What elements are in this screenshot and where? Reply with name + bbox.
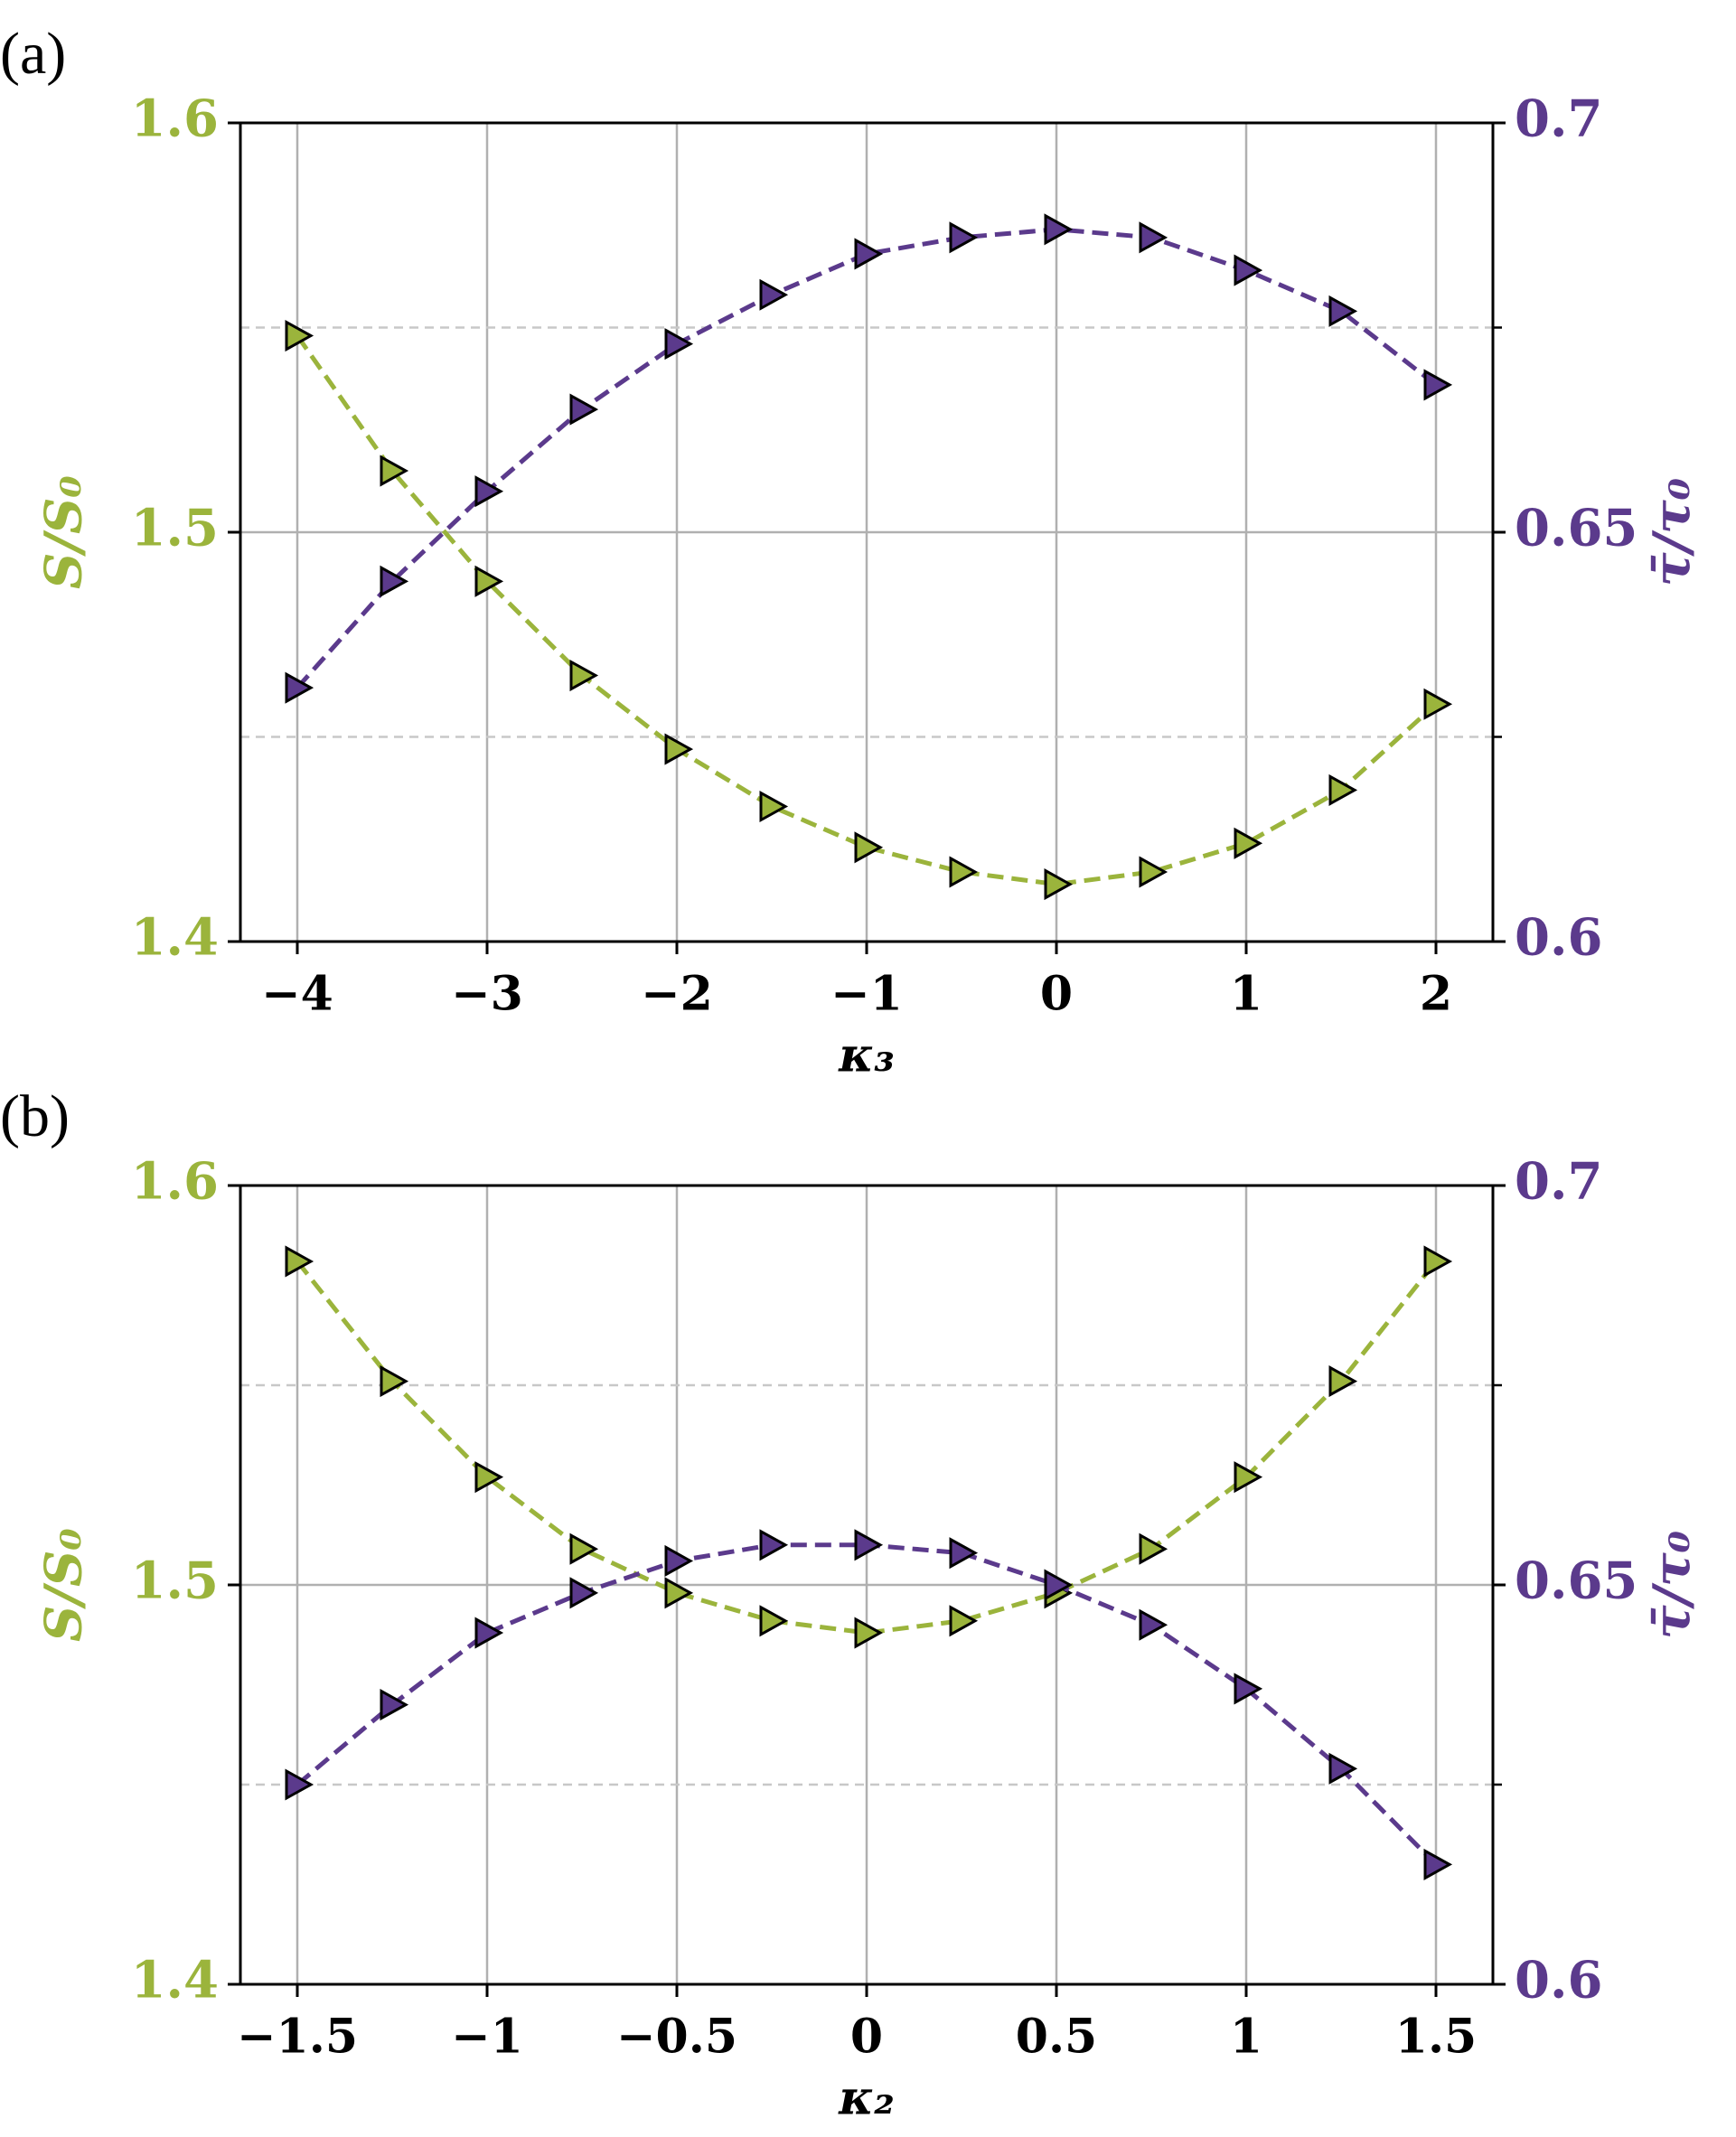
x-tick-label: −1: [451, 2010, 523, 2065]
panel: (a) −4 −3 −2 −1 0 1 2 1.4 1.5 1.6 0.6 0.65 0.7 κ₃ S/S₀ τ…: [0, 21, 1703, 1083]
marker: [664, 328, 694, 361]
marker: [1044, 213, 1074, 246]
marker: [1423, 369, 1453, 401]
x-axis-label: κ₂: [838, 2071, 895, 2126]
marker: [1139, 1532, 1168, 1565]
x-axis-label: κ₃: [838, 1028, 895, 1083]
x-tick-label: 0: [850, 2010, 883, 2065]
marker: [759, 1529, 789, 1561]
marker: [664, 733, 694, 765]
x-tick-label: −2: [641, 967, 713, 1022]
marker: [759, 278, 789, 311]
x-tick-label: −4: [261, 967, 333, 1022]
marker: [664, 1544, 694, 1578]
marker: [569, 660, 599, 692]
x-tick-label: 2: [1420, 967, 1452, 1022]
marker: [854, 238, 884, 270]
marker: [569, 1532, 599, 1565]
marker: [1328, 1752, 1358, 1785]
marker: [949, 221, 979, 254]
marker: [1139, 221, 1168, 254]
marker: [1044, 868, 1074, 901]
y-axis-label: S/S₀: [34, 1528, 94, 1642]
y-axis-label: S/S₀: [34, 475, 94, 589]
marker: [759, 1605, 789, 1637]
y2-tick-label: 0.7: [1515, 1152, 1602, 1212]
x-tick-label: 0.5: [1016, 2010, 1097, 2065]
marker: [474, 1461, 504, 1494]
marker: [1328, 773, 1358, 806]
marker: [854, 1617, 884, 1649]
marker: [664, 1577, 694, 1609]
marker: [285, 1245, 314, 1278]
marker: [380, 1689, 409, 1721]
marker: [854, 831, 884, 864]
y-tick-label: 1.6: [131, 89, 219, 149]
marker: [474, 1617, 504, 1649]
x-tick-label: 0: [1040, 967, 1073, 1022]
marker: [854, 1529, 884, 1561]
marker: [759, 790, 789, 823]
panel: (b) −1.5 −1 −0.5 0 0.5 1 1.5 1.4 1.5 1.6 0.6 0.65 0.7…: [0, 1083, 1703, 2125]
marker: [1328, 295, 1358, 327]
marker: [1423, 1848, 1453, 1880]
x-tick-label: 1: [1230, 2010, 1262, 2065]
y2-tick-label: 0.6: [1515, 908, 1602, 968]
x-tick-label: −1: [830, 967, 903, 1022]
marker: [380, 1365, 409, 1398]
marker: [1328, 1365, 1358, 1398]
marker: [1234, 1673, 1263, 1705]
marker: [1234, 827, 1263, 859]
plot-frame: [239, 121, 1495, 943]
y-tick-label: 1.6: [131, 1152, 219, 1212]
y2-tick-label: 0.6: [1515, 1951, 1602, 2010]
marker: [285, 1768, 314, 1801]
y-tick-label: 1.5: [131, 499, 219, 558]
plot-frame: [239, 1184, 1495, 1986]
marker: [285, 671, 314, 704]
x-tick-label: −1.5: [237, 2010, 358, 2065]
y2-axis-label: τ̄/τ₀: [1643, 478, 1703, 586]
x-tick-label: 1: [1230, 967, 1262, 1022]
marker: [569, 1577, 599, 1609]
marker: [569, 393, 599, 426]
panel-label: (a): [0, 21, 66, 87]
x-tick-label: −3: [451, 967, 523, 1022]
x-tick-label: −0.5: [616, 2010, 737, 2065]
marker: [949, 856, 979, 888]
y-tick-label: 1.5: [131, 1551, 219, 1611]
marker: [380, 455, 409, 487]
marker: [1234, 254, 1263, 286]
y2-tick-label: 0.65: [1515, 1551, 1637, 1611]
marker: [285, 320, 314, 352]
marker: [1139, 1608, 1168, 1641]
y-tick-label: 1.4: [131, 1951, 219, 2010]
y2-tick-label: 0.65: [1515, 499, 1637, 558]
y-tick-label: 1.4: [131, 908, 219, 968]
y2-tick-label: 0.7: [1515, 89, 1602, 149]
y2-axis-label: τ̄/τ₀: [1643, 1531, 1703, 1639]
marker: [1423, 688, 1453, 720]
marker: [1044, 1569, 1074, 1601]
marker: [1423, 1245, 1453, 1278]
x-tick-label: 1.5: [1395, 2010, 1477, 2065]
marker: [1234, 1461, 1263, 1494]
panel-label: (b): [0, 1083, 70, 1149]
marker: [474, 475, 504, 508]
marker: [1139, 856, 1168, 888]
marker: [949, 1537, 979, 1570]
marker: [949, 1605, 979, 1637]
marker: [380, 565, 409, 597]
marker: [474, 565, 504, 597]
